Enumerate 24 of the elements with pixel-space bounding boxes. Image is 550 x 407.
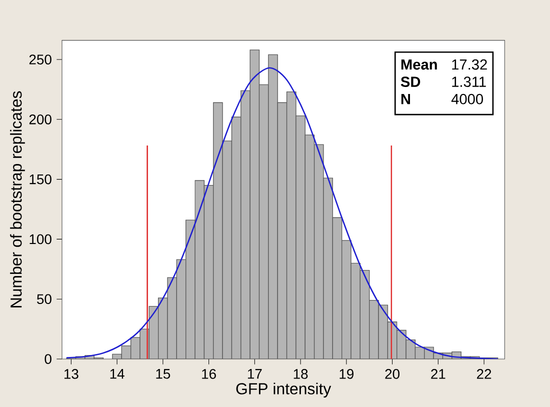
annotation: 17.32 bbox=[452, 59, 487, 70]
x-tick-label: 21 bbox=[431, 369, 446, 379]
y-tick-label: 200 bbox=[29, 114, 52, 124]
y-tick-label: 50 bbox=[37, 294, 52, 304]
y-axis-title: Number of bootstrap replicates bbox=[10, 91, 25, 308]
annotation: SD bbox=[400, 76, 420, 87]
x-tick-label: 22 bbox=[476, 369, 492, 379]
annotation: 1.311 bbox=[452, 76, 486, 87]
y-tick-label: 0 bbox=[44, 354, 52, 364]
x-tick-label: 20 bbox=[385, 369, 400, 379]
x-tick-label: 14 bbox=[110, 369, 124, 379]
x-tick-label: 15 bbox=[156, 369, 170, 379]
x-tick-label: 18 bbox=[294, 369, 308, 379]
annotation: N bbox=[401, 94, 410, 104]
y-tick-label: 100 bbox=[30, 234, 52, 244]
x-tick-label: 19 bbox=[340, 369, 354, 379]
x-tick-label: 13 bbox=[64, 369, 78, 379]
x-axis-title: GFP intensity bbox=[236, 382, 332, 398]
x-tick-label: 17 bbox=[248, 369, 262, 379]
annotation: 4000 bbox=[451, 94, 483, 104]
y-tick-label: 150 bbox=[30, 174, 52, 184]
annotation: Mean bbox=[401, 60, 437, 70]
x-tick-label: 16 bbox=[202, 369, 216, 379]
y-tick-label: 250 bbox=[29, 54, 52, 64]
